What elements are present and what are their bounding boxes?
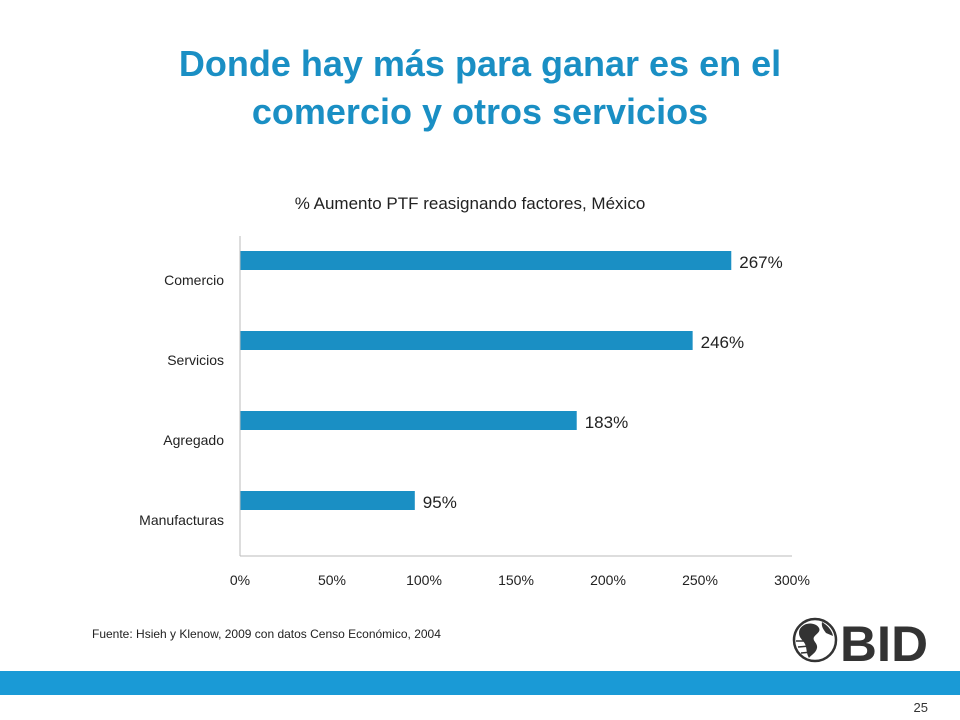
logo-wordmark: BID xyxy=(840,616,928,667)
x-tick-label: 150% xyxy=(498,572,534,588)
x-tick-label: 250% xyxy=(682,572,718,588)
page-title: Donde hay más para ganar es en el comerc… xyxy=(60,40,900,136)
x-tick-label: 200% xyxy=(590,572,626,588)
chart-title: % Aumento PTF reasignando factores, Méxi… xyxy=(295,194,646,213)
category-label-comercio: Comercio xyxy=(164,272,224,288)
x-axis-tick-labels: 0% 50% 100% 150% 200% 250% 300% xyxy=(230,572,810,588)
category-label-manufacturas: Manufacturas xyxy=(139,512,224,528)
x-tick-label: 100% xyxy=(406,572,442,588)
page-title-line-1: Donde hay más para ganar es en el xyxy=(178,43,782,84)
bid-logo: BID xyxy=(792,616,928,667)
category-label-servicios: Servicios xyxy=(167,352,224,368)
page-number: 25 xyxy=(913,700,928,715)
bar-manufacturas xyxy=(240,491,415,510)
x-tick-label: 300% xyxy=(774,572,810,588)
x-tick-label: 0% xyxy=(230,572,250,588)
data-label-servicios: 246% xyxy=(701,333,744,352)
bar-agregado xyxy=(240,411,577,430)
data-label-agregado: 183% xyxy=(585,413,628,432)
footer-bar xyxy=(0,671,960,695)
globe-icon xyxy=(792,617,838,663)
source-note: Fuente: Hsieh y Klenow, 2009 con datos C… xyxy=(92,627,441,641)
category-label-agregado: Agregado xyxy=(163,432,224,448)
page-title-line-2: comercio y otros servicios xyxy=(251,91,709,132)
bar-comercio xyxy=(240,251,732,270)
x-tick-label: 50% xyxy=(318,572,346,588)
category-labels: Comercio Servicios Agregado Manufacturas xyxy=(139,272,224,528)
bar-servicios xyxy=(240,331,693,350)
bars-group xyxy=(240,251,732,510)
data-label-comercio: 267% xyxy=(739,253,782,272)
data-label-manufacturas: 95% xyxy=(423,493,457,512)
data-labels: 267% 246% 183% 95% xyxy=(423,253,783,512)
